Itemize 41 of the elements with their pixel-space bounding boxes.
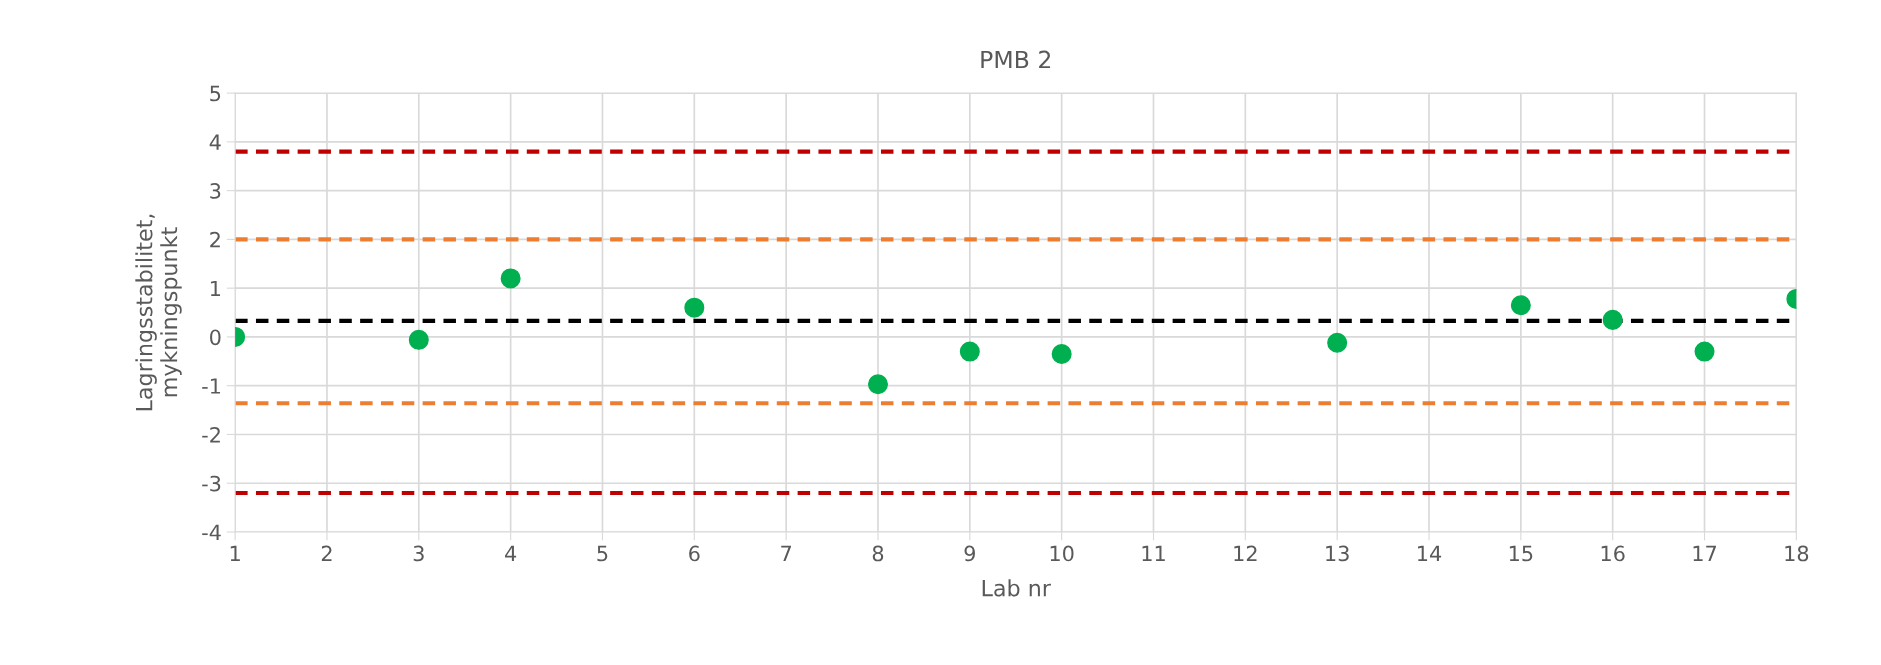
x-tick-label: 15 (1509, 545, 1533, 562)
point (867, 374, 888, 395)
x-tick-label: 9 (964, 545, 975, 562)
y-tick-label: 4 (209, 134, 221, 150)
x-tick-label: 10 (1050, 545, 1074, 562)
x-tick-label: 8 (872, 545, 884, 562)
x-axis-title: Lab nr (982, 579, 1051, 597)
y-axis-title: Lagringsstabilitet, mykningspunkt (135, 214, 182, 411)
y-tick-label: -3 (202, 475, 221, 492)
x-tick-label: 5 (597, 545, 608, 562)
point (1051, 343, 1072, 365)
point (1602, 309, 1623, 330)
y-tick-label: 5 (210, 85, 221, 102)
point (1694, 341, 1715, 362)
y-tick-label: -1 (202, 378, 221, 394)
point (959, 341, 980, 362)
x-tick-label: 3 (413, 545, 424, 562)
point (500, 268, 521, 289)
x-tick-label: 13 (1326, 545, 1349, 562)
y-tick-label: -2 (202, 426, 220, 443)
point (1327, 332, 1348, 353)
x-tick-label: 16 (1601, 545, 1625, 562)
x-tick-label: 7 (781, 545, 791, 562)
x-tick-label: 17 (1693, 545, 1716, 562)
y-tick-label: -4 (202, 524, 221, 540)
point (408, 329, 429, 350)
y-tick-label: 2 (210, 231, 220, 248)
chart-title: PMB 2 (981, 50, 1051, 69)
x-tick-label: 12 (1234, 545, 1257, 562)
x-tick-label: 2 (321, 545, 332, 562)
x-tick-label: 18 (1785, 545, 1809, 562)
x-tick-label: 11 (1142, 545, 1165, 562)
x-tick-label: 1 (230, 545, 240, 562)
point (684, 297, 705, 318)
x-tick-label: 14 (1418, 545, 1442, 562)
y-tick-label: 1 (210, 280, 221, 297)
point (1510, 295, 1531, 316)
x-tick-label: 6 (689, 545, 700, 562)
y-tick-label: 0 (210, 329, 221, 346)
y-tick-label: 3 (210, 183, 221, 199)
x-tick-label: 4 (505, 545, 517, 562)
